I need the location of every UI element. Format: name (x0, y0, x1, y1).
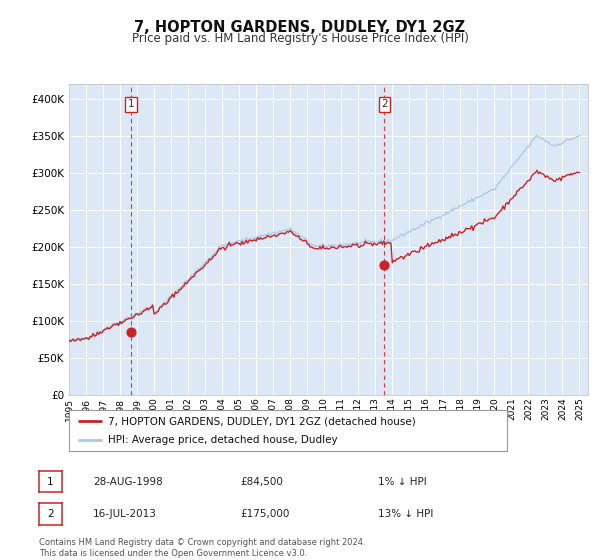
Text: 28-AUG-1998: 28-AUG-1998 (93, 477, 163, 487)
Text: 1: 1 (47, 477, 54, 487)
Point (380, 261, 389, 270)
Text: This data is licensed under the Open Government Licence v3.0.: This data is licensed under the Open Gov… (39, 549, 307, 558)
Text: Contains HM Land Registry data © Crown copyright and database right 2024.: Contains HM Land Registry data © Crown c… (39, 538, 365, 547)
Text: 13% ↓ HPI: 13% ↓ HPI (378, 509, 433, 519)
Text: £175,000: £175,000 (240, 509, 289, 519)
Text: 7, HOPTON GARDENS, DUDLEY, DY1 2GZ: 7, HOPTON GARDENS, DUDLEY, DY1 2GZ (134, 20, 466, 35)
Text: 1: 1 (128, 99, 134, 109)
Text: 1% ↓ HPI: 1% ↓ HPI (378, 477, 427, 487)
Text: £84,500: £84,500 (240, 477, 283, 487)
Point (127, 328, 136, 337)
Text: 7, HOPTON GARDENS, DUDLEY, DY1 2GZ (detached house): 7, HOPTON GARDENS, DUDLEY, DY1 2GZ (deta… (109, 417, 416, 426)
Text: 2: 2 (47, 509, 54, 519)
Text: 2: 2 (381, 99, 388, 109)
Text: HPI: Average price, detached house, Dudley: HPI: Average price, detached house, Dudl… (109, 435, 338, 445)
Text: 16-JUL-2013: 16-JUL-2013 (93, 509, 157, 519)
Text: Price paid vs. HM Land Registry's House Price Index (HPI): Price paid vs. HM Land Registry's House … (131, 32, 469, 45)
